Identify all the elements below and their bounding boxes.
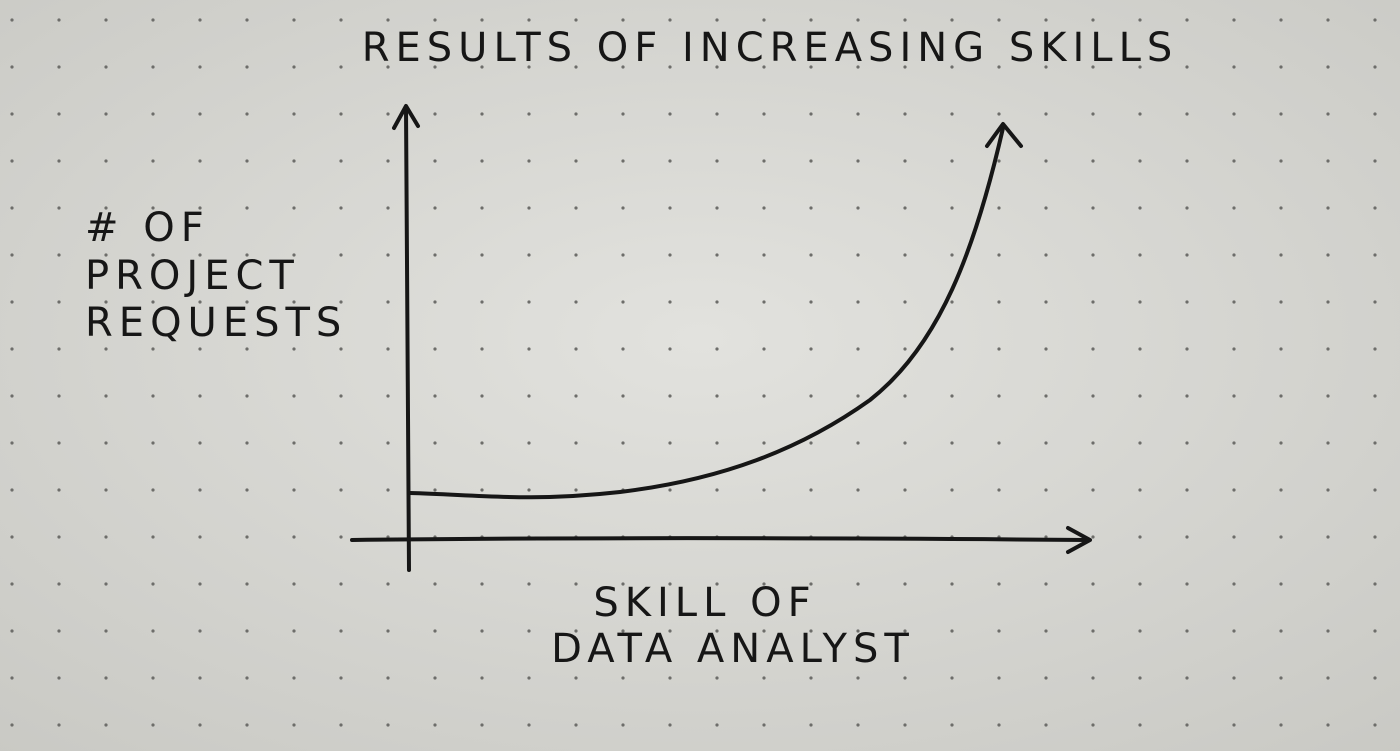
x-axis <box>350 526 1092 554</box>
y-axis-label: # OF <box>85 205 210 251</box>
y-axis-label: PROJECT <box>85 253 300 299</box>
title: RESULTS OF INCREASING SKILLS <box>362 25 1179 71</box>
y-axis-label: REQUESTS <box>85 300 347 346</box>
x-axis-label: SKILL OF <box>593 580 816 626</box>
y-axis <box>392 104 420 572</box>
x-axis-label: DATA ANALYST <box>551 626 915 672</box>
growth-curve <box>408 122 1023 500</box>
